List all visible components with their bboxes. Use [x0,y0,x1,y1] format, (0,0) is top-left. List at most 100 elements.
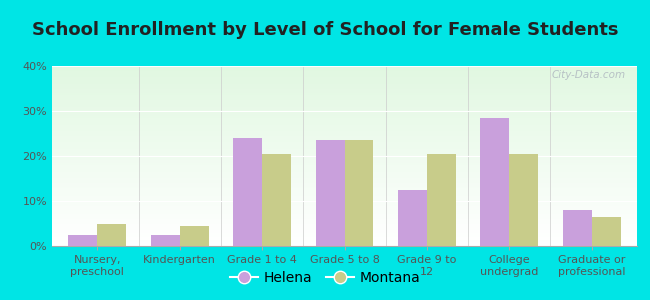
Bar [52,75,637,77]
Bar [52,170,637,172]
Bar [592,217,621,246]
Bar [52,104,637,106]
Bar [52,203,637,205]
Bar [52,163,637,165]
Bar [52,73,637,75]
Bar [151,235,179,246]
Bar [52,237,637,239]
Bar [52,183,637,185]
Bar [52,129,637,131]
Bar [52,190,637,192]
Bar [52,80,637,82]
Bar [52,199,637,201]
Bar [52,100,637,102]
Bar [52,214,637,215]
Bar [52,217,637,219]
Bar [52,82,637,84]
Bar [52,152,637,154]
Text: City-Data.com: City-Data.com [551,70,625,80]
Bar [52,188,637,190]
Bar [52,97,637,98]
Bar [52,77,637,79]
Bar [52,138,637,140]
Bar [179,226,209,246]
Bar [52,134,637,136]
Bar [233,138,262,246]
Bar [563,210,592,246]
Bar [52,116,637,118]
Bar [52,226,637,228]
Bar [52,156,637,158]
Bar [344,140,373,246]
Bar [52,221,637,223]
Bar [52,158,637,160]
Bar [52,95,637,97]
Bar [52,131,637,133]
Bar [52,98,637,100]
Bar [52,140,637,142]
Bar [52,147,637,149]
Bar [52,223,637,224]
Bar [52,107,637,109]
Bar [52,242,637,244]
Bar [52,93,637,95]
Bar [52,79,637,80]
Bar [52,89,637,91]
Bar [52,68,637,70]
Bar [52,224,637,226]
Bar [480,118,510,246]
Bar [52,122,637,124]
Bar [52,160,637,161]
Bar [52,125,637,127]
Bar [52,109,637,111]
Bar [52,102,637,104]
Text: School Enrollment by Level of School for Female Students: School Enrollment by Level of School for… [32,21,618,39]
Bar [52,174,637,176]
Bar [52,179,637,181]
Bar [52,196,637,197]
Bar [52,70,637,71]
Bar [52,142,637,143]
Bar [52,210,637,212]
Bar [52,219,637,221]
Bar [52,187,637,188]
Bar [52,151,637,152]
Bar [52,124,637,125]
Bar [52,154,637,156]
Bar [52,66,637,68]
Bar [52,239,637,241]
Bar [52,127,637,129]
Bar [52,244,637,246]
Bar [52,201,637,203]
Bar [52,149,637,151]
Bar [52,84,637,86]
Bar [52,165,637,167]
Bar [98,224,126,246]
Bar [52,176,637,178]
Bar [52,232,637,233]
Bar [52,230,637,232]
Bar [52,228,637,230]
Bar [52,181,637,183]
Legend: Helena, Montana: Helena, Montana [224,265,426,290]
Bar [52,86,637,88]
Bar [427,154,456,246]
Bar [52,205,637,206]
Bar [52,161,637,163]
Bar [262,154,291,246]
Bar [52,197,637,199]
Bar [52,88,637,89]
Bar [52,133,637,134]
Bar [52,111,637,113]
Bar [52,120,637,122]
Bar [52,167,637,169]
Bar [52,115,637,116]
Bar [52,235,637,237]
Bar [52,192,637,194]
Bar [398,190,427,246]
Bar [510,154,538,246]
Bar [52,233,637,235]
Bar [52,185,637,187]
Bar [52,241,637,242]
Bar [316,140,344,246]
